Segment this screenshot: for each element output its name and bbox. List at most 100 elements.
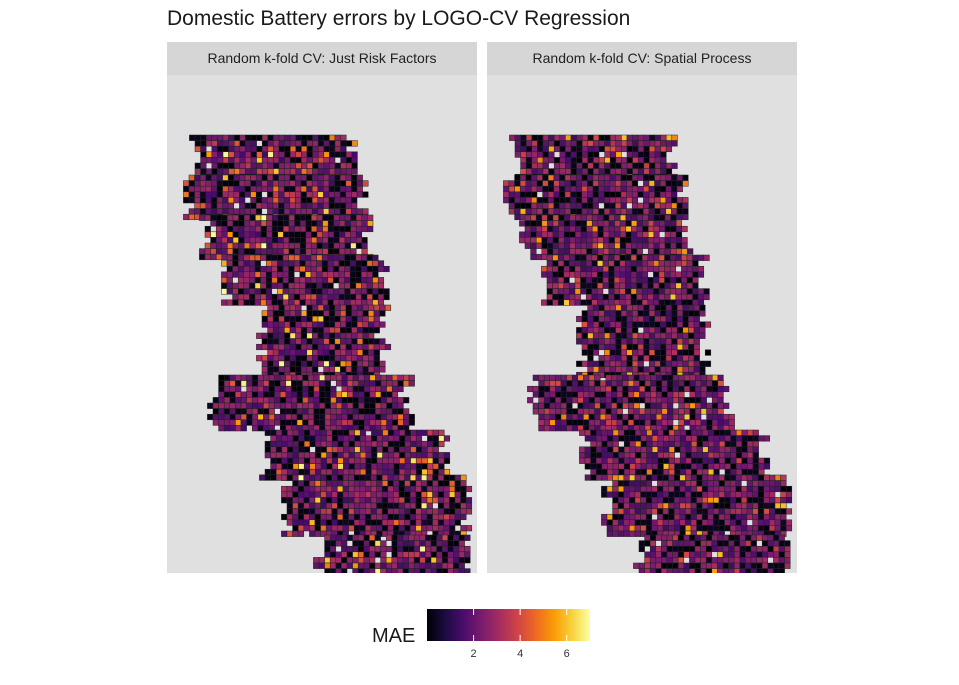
heatmap-cell — [232, 214, 239, 221]
heatmap-cell — [383, 288, 390, 295]
heatmap-cell — [575, 237, 582, 244]
heatmap-cell — [296, 413, 303, 421]
heatmap-cell — [503, 185, 510, 193]
heatmap-cell — [449, 497, 456, 504]
heatmap-cell — [327, 225, 335, 233]
heatmap-cell — [626, 338, 633, 345]
heatmap-cell — [581, 197, 588, 204]
heatmap-cell — [752, 429, 759, 436]
heatmap-cell — [344, 288, 351, 295]
heatmap-cell — [537, 168, 544, 175]
heatmap-cell — [571, 408, 579, 415]
heatmap-cell — [633, 562, 640, 569]
heatmap-cell — [275, 457, 283, 464]
heatmap-cell — [267, 157, 274, 164]
heatmap-cell — [590, 463, 597, 470]
heatmap-cell — [393, 502, 400, 509]
heatmap-cell — [778, 568, 785, 573]
heatmap-cell — [349, 265, 357, 273]
heatmap-cell — [615, 332, 622, 339]
heatmap-cell — [689, 385, 696, 393]
heatmap-cell — [713, 485, 720, 493]
heatmap-cell — [323, 180, 330, 187]
heatmap-cell — [588, 402, 595, 409]
heatmap-cell — [541, 248, 548, 255]
heatmap-cell — [305, 237, 312, 244]
heatmap-cell — [271, 282, 278, 289]
heatmap-cell — [443, 491, 450, 498]
heatmap-cell — [623, 463, 631, 470]
heatmap-cell — [255, 248, 262, 255]
heatmap-cell — [296, 419, 303, 426]
heatmap-cell — [398, 513, 405, 521]
heatmap-cell — [679, 468, 687, 476]
heatmap-cell — [267, 321, 274, 328]
heatmap-cell — [647, 248, 655, 255]
heatmap-cell — [296, 380, 303, 387]
heatmap-cell — [387, 485, 394, 493]
heatmap-cell — [612, 429, 619, 436]
heatmap-cell — [432, 497, 439, 504]
heatmap-cell — [621, 140, 628, 147]
heatmap-cell — [694, 557, 701, 564]
heatmap-cell — [636, 248, 643, 255]
heatmap-cell — [210, 253, 217, 261]
heatmap-cell — [340, 327, 347, 334]
heatmap-cell — [408, 562, 415, 569]
heatmap-cell — [249, 282, 256, 289]
heatmap-cell — [773, 534, 780, 541]
heatmap-cell — [309, 474, 316, 481]
heatmap-cell — [689, 545, 696, 553]
heatmap-cell — [261, 197, 268, 204]
heatmap-cell — [603, 180, 611, 187]
heatmap-cell — [643, 191, 650, 198]
heatmap-cell — [697, 288, 705, 295]
heatmap-cell — [199, 191, 207, 198]
heatmap-cell — [257, 408, 264, 415]
heatmap-cell — [373, 310, 380, 317]
heatmap-cell — [243, 282, 250, 289]
heatmap-cell — [289, 349, 296, 356]
heatmap-cell — [602, 260, 609, 267]
heatmap-cell — [713, 480, 720, 487]
heatmap-cell — [724, 519, 731, 526]
heatmap-cell — [692, 299, 699, 306]
heatmap-cell — [717, 380, 724, 387]
heatmap-cell — [609, 321, 616, 328]
heatmap-cell — [635, 440, 642, 448]
heatmap-cell — [583, 402, 590, 409]
heatmap-cell — [365, 468, 372, 476]
heatmap-cell — [659, 174, 667, 181]
heatmap-cell — [306, 168, 313, 175]
heatmap-cell — [758, 435, 765, 442]
heatmap-cell — [617, 497, 625, 504]
heatmap-cell — [559, 157, 566, 164]
legend-tick-label: 2 — [471, 648, 477, 660]
heatmap-cell — [718, 485, 725, 493]
heatmap-cell — [733, 545, 741, 553]
heatmap-cell — [767, 534, 774, 541]
heatmap-cell — [695, 419, 702, 426]
heatmap-cell — [306, 349, 313, 356]
heatmap-cell — [317, 360, 324, 367]
heatmap-cell — [339, 237, 346, 244]
heatmap-cell — [756, 534, 763, 541]
heatmap-cell — [229, 391, 236, 398]
heatmap-cell — [391, 385, 399, 393]
heatmap-cell — [366, 282, 373, 289]
heatmap-cell — [651, 435, 659, 442]
heatmap-cell — [586, 248, 593, 255]
heatmap-cell — [235, 391, 242, 398]
heatmap-cell — [665, 366, 672, 373]
heatmap-cell — [586, 214, 593, 221]
heatmap-cell — [514, 185, 521, 193]
heatmap-cell — [636, 254, 643, 261]
heatmap-cell — [344, 293, 351, 301]
heatmap-cell — [300, 338, 308, 345]
heatmap-cell — [365, 463, 372, 470]
heatmap-cell — [626, 151, 633, 158]
heatmap-cell — [696, 508, 703, 515]
heatmap-cell — [303, 525, 310, 532]
heatmap-cell — [309, 491, 316, 498]
heatmap-cell — [669, 271, 677, 278]
